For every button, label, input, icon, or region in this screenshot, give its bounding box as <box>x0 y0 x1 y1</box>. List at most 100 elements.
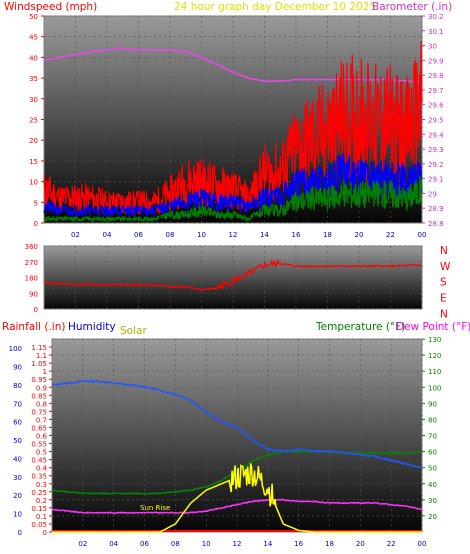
barometer-axis: 28.8 28.9 29 29.1 29.2 29.3 29.4 29.5 29.6 29.7 29… <box>422 13 444 228</box>
wind-barometer-series <box>43 41 423 223</box>
rainfall-tick-label: 1.15 <box>31 344 47 352</box>
x-tick-label: 14 <box>263 540 272 548</box>
rainfall-tick-label: 0.9 <box>36 384 47 392</box>
windspeed-axis: 0 5 10 15 20 25 30 35 40 45 50 <box>29 13 44 228</box>
windspeed-tick-label: 0 <box>34 220 38 228</box>
x-tick-label: 18 <box>323 231 332 239</box>
windspeed-tick-label: 5 <box>34 199 38 207</box>
x-tick-label: 12 <box>229 231 238 239</box>
temperature-axis-label: Temperature (°F) <box>315 321 405 333</box>
direction-tick-label: 270 <box>25 259 38 267</box>
rainfall-tick-label: 0.15 <box>31 505 47 513</box>
barometer-tick-label: 29.4 <box>428 131 444 139</box>
rainfall-tick-label: 0.2 <box>36 497 47 505</box>
compass-label: W <box>440 261 451 273</box>
rainfall-tick-label: 1.1 <box>36 352 47 360</box>
windspeed-tick-label: 30 <box>29 96 38 104</box>
temperature-tick-label: 20 <box>428 513 437 521</box>
windspeed-tick-label: 45 <box>29 34 38 42</box>
barometer-axis-label: Barometer (.in) <box>372 1 452 13</box>
rainfall-tick-label: 0.65 <box>31 424 47 432</box>
windspeed-tick-label: 15 <box>29 158 38 166</box>
rain-humidity-x-axis: 02 04 06 08 10 12 14 16 18 20 22 00 <box>78 540 426 548</box>
temperature-tick-label: 80 <box>428 416 437 424</box>
windspeed-tick-label: 20 <box>29 137 38 145</box>
temperature-tick-label: 90 <box>428 400 437 408</box>
barometer-tick-label: 30 <box>428 43 437 51</box>
temperature-tick-label: 120 <box>428 352 441 360</box>
chart-title: 24 hour graph day December 10 2025 <box>174 1 376 13</box>
humidity-tick-label: 20 <box>13 492 22 500</box>
x-tick-label: 20 <box>355 231 364 239</box>
wind-barometer-x-axis: 02 04 06 08 10 12 14 16 18 20 22 00 <box>71 231 426 239</box>
humidity-tick-label: 30 <box>13 474 22 482</box>
humidity-tick-label: 80 <box>13 382 22 390</box>
rainfall-tick-label: 0.5 <box>36 449 47 457</box>
barometer-tick-label: 29.9 <box>428 57 444 65</box>
wind-direction-axis: 0 90 180 270 360 <box>25 243 38 314</box>
x-tick-label: 06 <box>140 540 149 548</box>
barometer-line <box>43 47 423 83</box>
solar-line <box>52 463 422 533</box>
direction-tick-label: 90 <box>29 290 38 298</box>
x-tick-label: 08 <box>171 540 180 548</box>
humidity-tick-label: 100 <box>9 345 22 353</box>
temperature-tick-label: 70 <box>428 433 437 441</box>
humidity-tick-label: 40 <box>13 455 22 463</box>
rainfall-tick-label: 0.25 <box>31 489 47 497</box>
wind-gust-line <box>43 41 423 216</box>
rainfall-tick-label: 1.05 <box>31 360 47 368</box>
x-tick-label: 16 <box>292 231 301 239</box>
x-tick-label: 20 <box>356 540 365 548</box>
x-tick-label: 10 <box>202 540 211 548</box>
barometer-tick-label: 29 <box>428 190 437 198</box>
x-tick-label: 00 <box>418 231 427 239</box>
rainfall-axis: 00.050.10.150.20.250.30.350.40.450.50.55… <box>31 344 52 537</box>
temperature-tick-label: 40 <box>428 481 437 489</box>
wind-direction-series <box>43 258 423 292</box>
direction-tick-label: 360 <box>25 243 38 251</box>
rainfall-axis-label: Rainfall (.in) <box>2 321 65 333</box>
barometer-tick-label: 28.8 <box>428 220 444 228</box>
rainfall-tick-label: 0.6 <box>36 433 48 441</box>
temperature-tick-label: 30 <box>428 497 437 505</box>
barometer-tick-label: 29.2 <box>428 161 444 169</box>
x-tick-label: 16 <box>294 540 303 548</box>
windspeed-tick-label: 10 <box>29 179 38 187</box>
temperature-tick-label: 100 <box>428 384 441 392</box>
barometer-tick-label: 29.5 <box>428 117 444 125</box>
x-tick-label: 18 <box>325 540 334 548</box>
rainfall-tick-label: 0.3 <box>36 481 47 489</box>
humidity-tick-label: 90 <box>13 364 22 372</box>
wind-direction-grid <box>44 245 423 310</box>
barometer-tick-label: 30.1 <box>428 28 444 36</box>
rainfall-tick-label: 0.85 <box>31 392 47 400</box>
rainfall-tick-label: 0.35 <box>31 473 47 481</box>
compass-label: E <box>440 293 447 305</box>
x-tick-label: 22 <box>386 231 395 239</box>
rainfall-tick-label: 0.4 <box>36 465 48 473</box>
x-tick-label: 04 <box>109 540 118 548</box>
x-tick-label: 10 <box>197 231 206 239</box>
barometer-tick-label: 28.9 <box>428 205 444 213</box>
direction-tick-label: 0 <box>34 306 38 314</box>
dew-point-line <box>51 498 423 515</box>
humidity-tick-label: 10 <box>13 511 22 519</box>
temperature-line <box>51 450 423 495</box>
humidity-tick-label: 0 <box>18 529 22 537</box>
wind-direction-line <box>43 258 423 292</box>
x-tick-label: 02 <box>71 231 80 239</box>
humidity-line <box>51 379 422 469</box>
x-tick-label: 04 <box>103 231 112 239</box>
x-tick-label: 22 <box>387 540 396 548</box>
compass-label: S <box>440 277 447 289</box>
rainfall-tick-label: 0.1 <box>36 513 47 521</box>
x-tick-label: 00 <box>418 540 427 548</box>
barometer-tick-label: 29.1 <box>428 176 444 184</box>
rainfall-tick-label: 0.95 <box>31 376 47 384</box>
compass-label: N <box>440 308 448 320</box>
humidity-axis: 0 10 20 30 40 50 60 70 80 90 100 <box>9 345 22 537</box>
temperature-tick-label: 130 <box>428 336 441 344</box>
temperature-axis: 20 30 40 50 60 70 80 90 100 110 120 130 <box>422 336 441 521</box>
